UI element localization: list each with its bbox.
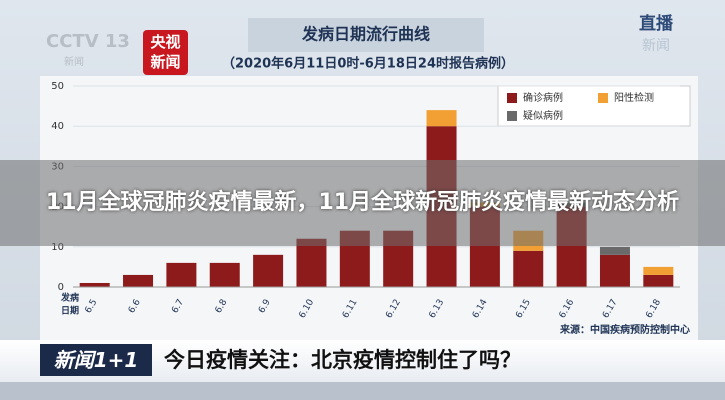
bar-segment — [253, 254, 284, 287]
overlay: 11月全球冠肺炎疫情最新，11月全球新冠肺炎疫情最新动态分析 — [0, 160, 725, 246]
legend-box — [497, 85, 691, 127]
y-tick-label: 40 — [51, 121, 64, 132]
x-axis-label: 日期 — [61, 305, 79, 317]
bar-segment — [643, 266, 674, 275]
banner-text: 今日疫情关注：北京疫情控制住了吗？ — [164, 348, 521, 372]
chart-subtitle: （2020年6月11日0时-6月18日24时报告病例） — [222, 56, 514, 72]
app-logo-text: 央视新闻 — [150, 33, 181, 71]
bar-segment — [296, 238, 327, 287]
app-logo-box — [143, 30, 188, 75]
legend-swatch — [598, 93, 608, 103]
legend-label: 阳性检测 — [614, 91, 654, 104]
source: 来源：中国疾病预防控制中心 — [559, 323, 690, 336]
bar-segment — [599, 254, 630, 287]
channel-sub: 新闻 — [64, 55, 84, 68]
x-axis-label: 发病 — [60, 292, 79, 304]
bar-segment — [209, 262, 240, 287]
channel-logo: CCTV 13 — [46, 31, 130, 52]
legend-label: 确诊病例 — [523, 91, 563, 104]
y-tick-label: 10 — [51, 242, 64, 253]
bar-segment — [79, 282, 110, 287]
bar-segment — [426, 110, 457, 127]
bar-segment — [123, 274, 154, 287]
bar-segment — [166, 262, 197, 287]
app-logo: 央视新闻 — [150, 33, 181, 71]
legend-swatch — [507, 111, 517, 121]
y-tick-label: 0 — [58, 282, 64, 293]
bar-segment — [513, 250, 544, 287]
bar-segment — [599, 246, 630, 255]
program-logo: 新闻1+1 — [40, 344, 152, 376]
legend-label: 疑似病例 — [523, 109, 563, 122]
title-box — [248, 18, 484, 52]
bar-segment — [643, 274, 674, 287]
footer-bar — [0, 382, 725, 400]
overlay-title: 11月全球冠肺炎疫情最新，11月全球新冠肺炎疫情最新动态分析 — [45, 190, 680, 215]
chart-title: 发病日期流行曲线 — [301, 25, 430, 44]
live-logo: 直播 — [639, 13, 674, 34]
live-sub: 新闻 — [642, 38, 670, 54]
y-tick-label: 50 — [51, 81, 64, 92]
legend-swatch — [507, 93, 517, 103]
